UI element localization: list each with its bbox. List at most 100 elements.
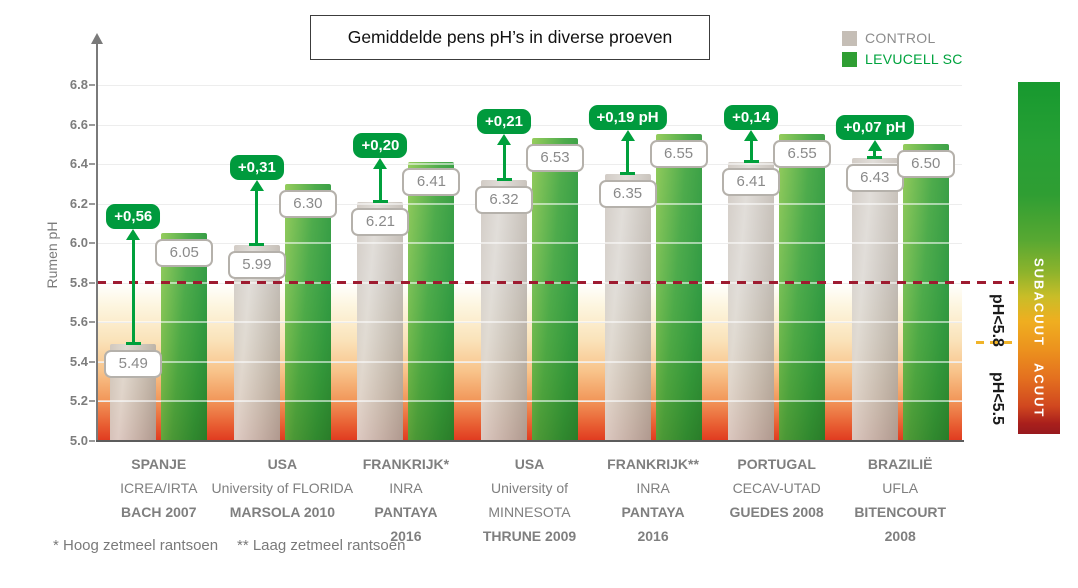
diff-arrow-base — [496, 177, 512, 181]
category-label-line: GUEDES 2008 — [729, 504, 824, 520]
category-label-line: CECAV-UTAD — [732, 480, 821, 496]
value-chip-control: 6.21 — [351, 207, 410, 236]
bar-control — [481, 179, 527, 441]
category-label-line: BRAZILIË — [867, 456, 933, 472]
footnote-high-starch: * Hoog zetmeel rantsoen — [53, 537, 219, 554]
diff-arrow-head-icon — [126, 229, 141, 241]
y-tick-label: 6.8 — [69, 77, 88, 92]
category-label: USA University of FLORIDA MARSOLA 2010 — [197, 452, 367, 524]
side-label-ph5-8: pH<5.8 — [989, 293, 1006, 347]
y-tick-label: 5.2 — [69, 393, 88, 409]
category-label-line: ICREA/IRTA — [120, 480, 198, 496]
category-label: FRANKRIJK* INRA PANTAYA 2016 — [321, 452, 491, 548]
y-tick-mark — [89, 163, 95, 166]
category-label-line: USA — [514, 456, 545, 472]
y-tick-mark — [89, 281, 95, 284]
y-tick-mark — [89, 400, 95, 403]
category-label-line: THRUNE 2009 — [482, 528, 577, 544]
category-label-line: PORTUGAL — [737, 456, 816, 472]
bar-levucell — [902, 144, 949, 441]
diff-badge: +0,56 — [106, 204, 161, 230]
y-tick-mark — [89, 321, 95, 324]
diff-arrow-base — [372, 199, 388, 203]
category-label-line: USA — [267, 456, 298, 472]
category-label-line: 2016 — [390, 528, 422, 544]
diff-badge: +0,31 — [229, 154, 284, 180]
gridline-overlay — [97, 321, 962, 324]
value-chip-levucell: 6.50 — [896, 150, 955, 179]
bar-levucell — [779, 134, 826, 441]
zone-label-acute: ACUUT — [1031, 363, 1047, 419]
y-tick-label: 6.4 — [69, 156, 88, 172]
value-chip-levucell: 6.55 — [773, 140, 832, 169]
diff-badge: +0,21 — [477, 109, 531, 135]
category-label-line: MARSOLA 2010 — [229, 504, 335, 520]
y-tick-label: 5.8 — [69, 274, 88, 290]
category-label-line: UFLA — [882, 480, 919, 496]
bar-control — [604, 174, 651, 441]
diff-arrow-base — [867, 156, 883, 160]
gridline-overlay — [97, 84, 962, 86]
bar-control — [851, 158, 898, 441]
diff-arrow-head-icon — [620, 130, 635, 142]
legend-label: CONTROL — [865, 30, 936, 46]
category-label-line: University of FLORIDA — [211, 480, 354, 496]
value-chip-levucell: 6.30 — [278, 189, 337, 218]
bar-control — [728, 162, 775, 441]
legend-label: LEVUCELL SC — [865, 51, 963, 67]
chart-title: Gemiddelde pens pH’s in diverse proeven — [310, 15, 710, 60]
diff-arrow-head-icon — [744, 130, 759, 142]
y-tick-label: 6.6 — [69, 116, 88, 132]
diff-arrow-base — [620, 172, 636, 175]
diff-badge: +0,14 — [724, 105, 779, 131]
category-label: PORTUGAL CECAV-UTAD GUEDES 2008 — [692, 452, 862, 524]
diff-arrow-line — [502, 143, 506, 178]
value-chip-control: 5.49 — [104, 350, 163, 379]
legend-swatch-levucell — [842, 51, 857, 67]
y-tick-mark — [89, 360, 95, 363]
category-label: USA University of MINNESOTA THRUNE 2009 — [445, 452, 615, 548]
category-label-line: INRA — [389, 480, 423, 496]
category-label-line: FRANKRIJK** — [607, 456, 699, 472]
zone-label-subacute: SUBACUUT — [1031, 257, 1047, 347]
diff-arrow-line — [131, 238, 135, 343]
diff-badge: +0,19 pH — [588, 105, 667, 131]
category-label-line: 2008 — [884, 528, 916, 544]
gridline-overlay — [97, 360, 962, 363]
y-tick-mark — [89, 84, 95, 86]
y-tick-label: 6.0 — [69, 235, 88, 251]
gridline-overlay — [97, 400, 962, 403]
category-label-line: BACH 2007 — [121, 504, 197, 520]
x-axis-line — [96, 440, 964, 442]
bar-levucell — [161, 233, 208, 441]
diff-badge: +0,20 — [353, 133, 408, 159]
diff-arrow-line — [626, 139, 630, 172]
category-label: SPANJE ICREA/IRTA BACH 2007 — [74, 452, 244, 524]
y-axis-arrow-icon — [91, 33, 103, 44]
value-chip-control: 6.41 — [722, 168, 781, 197]
legend-swatch-control — [842, 30, 857, 46]
diff-arrow-base — [249, 243, 265, 247]
bar-levucell — [532, 138, 578, 441]
side-label-ph5-5: pH<5.5 — [989, 371, 1006, 425]
y-tick-mark — [89, 440, 95, 442]
y-tick-mark — [89, 202, 95, 205]
value-chip-control: 6.32 — [475, 185, 533, 214]
diff-arrow-head-icon — [867, 140, 882, 152]
threshold-line-ph5-8 — [97, 281, 1014, 284]
category-label-line: INRA — [636, 480, 670, 496]
diff-arrow-base — [743, 160, 759, 164]
value-chip-control: 6.35 — [598, 180, 657, 208]
threshold-line-ph5-5 — [976, 341, 1016, 344]
category-label-line: FRANKRIJK* — [362, 456, 450, 472]
diff-arrow-head-icon — [249, 179, 264, 191]
diff-arrow-line — [873, 149, 877, 157]
legend-item: LEVUCELL SC — [842, 51, 963, 67]
diff-arrow-line — [378, 167, 382, 200]
y-tick-label: 5.6 — [69, 314, 88, 330]
value-chip-levucell: 6.53 — [526, 144, 584, 173]
category-label-line: 2016 — [637, 528, 669, 544]
diff-arrow-line — [749, 139, 753, 161]
diff-arrow-line — [255, 188, 259, 244]
